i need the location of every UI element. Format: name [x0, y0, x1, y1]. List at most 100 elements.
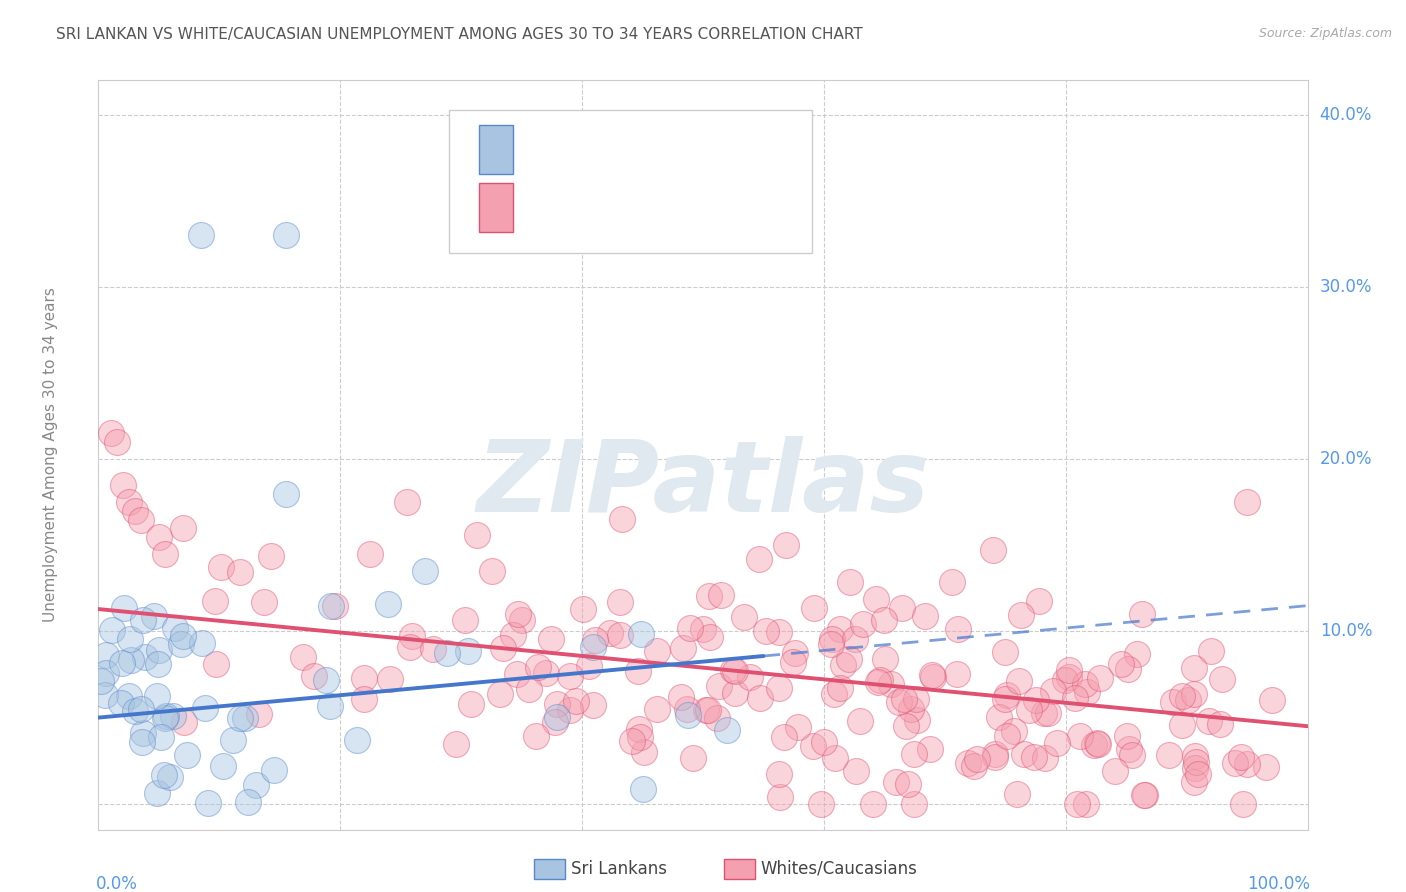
Point [956, 756, 979, 770]
Point [768, 681, 790, 695]
Point [675, 702, 697, 716]
Point [1133, 788, 1156, 802]
Point [1005, 787, 1028, 801]
Point [1116, 729, 1139, 743]
Point [995, 688, 1018, 702]
Text: R = -0.562   N = 197: R = -0.562 N = 197 [531, 198, 735, 216]
Point [1225, 756, 1247, 770]
Text: 30.0%: 30.0% [1320, 278, 1372, 296]
Point [786, 720, 808, 734]
Point [165, 621, 187, 635]
FancyBboxPatch shape [449, 111, 811, 252]
Point [813, 735, 835, 749]
Point [884, 775, 907, 789]
Point [173, 714, 195, 729]
Point [118, 689, 141, 703]
Point [94, 665, 117, 680]
Point [1236, 756, 1258, 771]
Point [315, 673, 337, 687]
Point [221, 732, 243, 747]
Point [510, 613, 533, 627]
Point [773, 730, 796, 744]
Point [692, 623, 714, 637]
Point [263, 763, 285, 777]
Point [1184, 761, 1206, 775]
Point [941, 574, 963, 589]
Point [90, 674, 112, 689]
Point [1230, 750, 1253, 764]
Point [204, 657, 226, 672]
Point [465, 528, 488, 542]
Point [1254, 760, 1277, 774]
Point [101, 623, 124, 637]
Point [803, 601, 825, 615]
Point [1198, 714, 1220, 729]
Point [129, 701, 152, 715]
Point [716, 723, 738, 737]
Text: Sri Lankans: Sri Lankans [571, 860, 666, 878]
Point [153, 547, 176, 561]
Point [413, 564, 436, 578]
Point [897, 777, 920, 791]
Point [1232, 797, 1254, 811]
Point [1187, 766, 1209, 780]
Point [1211, 672, 1233, 686]
Point [755, 624, 778, 639]
Point [893, 691, 915, 706]
Point [903, 797, 925, 811]
Point [1118, 741, 1140, 756]
Point [1010, 608, 1032, 623]
Point [981, 542, 1004, 557]
Point [229, 565, 252, 579]
Point [399, 640, 422, 654]
Point [890, 601, 912, 615]
Point [517, 681, 540, 696]
Point [194, 701, 217, 715]
Point [380, 672, 402, 686]
Point [1028, 594, 1050, 608]
Point [1066, 797, 1088, 811]
Point [1014, 747, 1036, 761]
Point [699, 630, 721, 644]
Text: 20.0%: 20.0% [1320, 450, 1372, 468]
Point [748, 552, 770, 566]
Point [1057, 663, 1080, 677]
Point [436, 646, 458, 660]
Point [544, 715, 567, 730]
Point [1087, 736, 1109, 750]
Point [994, 692, 1017, 706]
Point [572, 602, 595, 616]
Point [155, 711, 177, 725]
Point [828, 622, 851, 636]
Point [148, 530, 170, 544]
Point [706, 711, 728, 725]
Point [105, 435, 128, 450]
Point [524, 729, 547, 743]
Point [609, 627, 631, 641]
Point [1064, 691, 1087, 706]
Point [134, 650, 156, 665]
Point [612, 512, 634, 526]
Point [1018, 703, 1040, 717]
Point [540, 632, 562, 646]
Point [253, 595, 276, 609]
Point [1002, 723, 1025, 738]
Point [1059, 670, 1081, 684]
Point [146, 657, 169, 672]
Point [1171, 718, 1194, 732]
Point [124, 504, 146, 518]
Point [1104, 764, 1126, 778]
Point [359, 547, 381, 561]
Point [1182, 687, 1205, 701]
Point [325, 599, 347, 614]
Point [823, 687, 845, 701]
Point [904, 691, 927, 706]
Point [502, 628, 524, 642]
Point [190, 228, 212, 243]
Point [546, 710, 568, 724]
Point [546, 698, 568, 712]
Text: Whites/Caucasians: Whites/Caucasians [761, 860, 918, 878]
Point [111, 656, 134, 670]
Point [633, 745, 655, 759]
Text: ZIPatlas: ZIPatlas [477, 436, 929, 533]
